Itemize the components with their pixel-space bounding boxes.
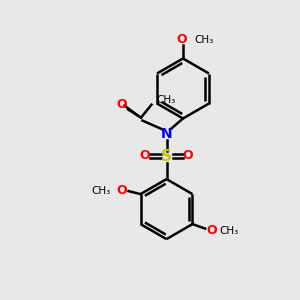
Text: O: O (140, 148, 150, 162)
Text: CH₃: CH₃ (156, 94, 175, 105)
Text: S: S (161, 149, 172, 164)
Text: O: O (117, 184, 127, 197)
Text: O: O (176, 33, 187, 46)
Text: O: O (183, 148, 194, 162)
Text: O: O (207, 224, 217, 237)
Text: N: N (161, 127, 172, 141)
Text: O: O (116, 98, 127, 111)
Text: CH₃: CH₃ (91, 185, 110, 196)
Text: CH₃: CH₃ (220, 226, 239, 236)
Text: CH₃: CH₃ (194, 35, 214, 45)
